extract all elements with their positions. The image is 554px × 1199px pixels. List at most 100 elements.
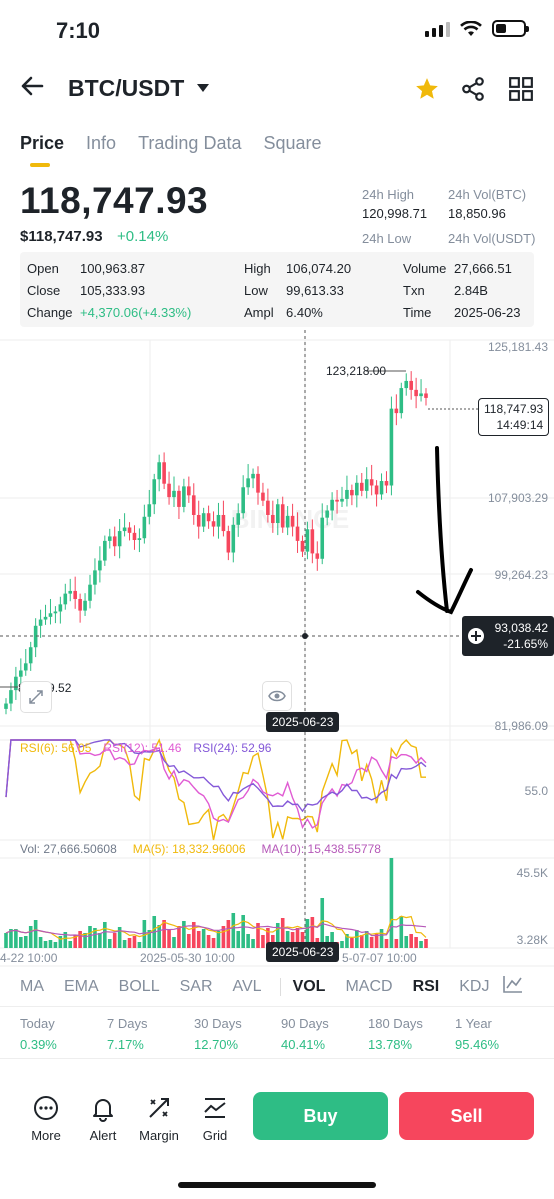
pair-title[interactable]: BTC/USDT bbox=[68, 75, 185, 101]
candle-body bbox=[58, 604, 63, 612]
volume-bar bbox=[201, 929, 206, 948]
volume-bar bbox=[117, 927, 122, 948]
margin-button[interactable]: Margin bbox=[131, 1094, 187, 1143]
more-button[interactable]: More bbox=[18, 1094, 74, 1143]
candlestick-chart[interactable]: BINANCE bbox=[0, 330, 554, 970]
candle-body bbox=[261, 492, 265, 501]
indicator-sar[interactable]: SAR bbox=[179, 977, 213, 995]
volume-bar bbox=[132, 936, 137, 948]
close-label: Close bbox=[27, 283, 61, 298]
volume-bar bbox=[103, 922, 107, 948]
more-icon bbox=[32, 1094, 60, 1122]
volume-bar bbox=[409, 934, 413, 948]
candle-body bbox=[201, 513, 206, 527]
tab-price[interactable]: Price bbox=[20, 133, 65, 167]
caret-down-icon[interactable] bbox=[196, 80, 210, 98]
indicator-boll[interactable]: BOLL bbox=[118, 977, 160, 995]
perf-30d-label: 30 Days bbox=[194, 1016, 242, 1031]
candle-body bbox=[399, 388, 404, 414]
candle-body bbox=[355, 482, 359, 496]
txn-value: 2.84B bbox=[454, 283, 488, 298]
alert-label: Alert bbox=[89, 1128, 117, 1143]
indicator-vol[interactable]: VOL bbox=[292, 977, 326, 995]
grid-button[interactable]: Grid bbox=[187, 1094, 243, 1143]
volume-bar bbox=[251, 939, 255, 948]
crosshair-price-tag[interactable]: 93,038.42 -21.65% bbox=[462, 616, 554, 656]
candle-body bbox=[206, 513, 211, 522]
volume-bar bbox=[280, 918, 285, 948]
volume-bar bbox=[157, 925, 161, 948]
candle-body bbox=[107, 536, 112, 541]
candle-body bbox=[389, 408, 394, 486]
rsi24-label: RSI(24): 52.96 bbox=[193, 741, 272, 755]
high-label: High bbox=[244, 261, 271, 276]
volume-bar bbox=[142, 920, 147, 948]
tab-square[interactable]: Square bbox=[263, 133, 322, 153]
perf-7d: 7 Days 7.17% bbox=[107, 1016, 147, 1052]
indicator-rsi[interactable]: RSI bbox=[412, 977, 440, 995]
indicator-macd[interactable]: MACD bbox=[345, 977, 393, 995]
volume-bar bbox=[78, 931, 82, 948]
candle-body bbox=[305, 529, 310, 552]
volume-bar bbox=[424, 939, 428, 948]
time-label: Time bbox=[403, 305, 432, 320]
candle-body bbox=[23, 663, 28, 671]
volume-bar bbox=[28, 926, 33, 948]
grid-layout-icon[interactable] bbox=[508, 76, 534, 107]
candle-body bbox=[285, 515, 290, 528]
vol-btc-value: 18,850.96 bbox=[448, 206, 506, 221]
tab-trading-data[interactable]: Trading Data bbox=[138, 133, 242, 153]
candle-body bbox=[345, 489, 349, 499]
back-arrow-icon[interactable] bbox=[18, 72, 46, 106]
volume-bar bbox=[419, 941, 423, 948]
perf-1y: 1 Year 95.46% bbox=[455, 1016, 499, 1052]
indicator-settings-icon[interactable] bbox=[503, 975, 523, 998]
eye-icon[interactable] bbox=[262, 681, 292, 711]
sell-button[interactable]: Sell bbox=[399, 1092, 534, 1140]
txn-label: Txn bbox=[403, 283, 425, 298]
volume-bar bbox=[187, 934, 191, 948]
star-icon[interactable] bbox=[414, 76, 440, 107]
more-label: More bbox=[31, 1128, 61, 1143]
date-axis-3: 5-07-07 10:00 bbox=[342, 951, 417, 965]
volume-bar bbox=[414, 937, 418, 948]
indicator-kdj[interactable]: KDJ bbox=[459, 977, 490, 995]
volume-bar bbox=[4, 933, 8, 948]
date-axis-1: 4-22 10:00 bbox=[0, 951, 58, 965]
volume-bar bbox=[364, 931, 369, 948]
tab-info[interactable]: Info bbox=[86, 133, 117, 153]
usd-price: $118,747.93 bbox=[20, 228, 103, 245]
status-time: 7:10 bbox=[56, 18, 101, 43]
volume-bar bbox=[221, 926, 226, 948]
candle-body bbox=[117, 531, 122, 547]
volume-bar bbox=[399, 916, 404, 948]
candle-body bbox=[379, 481, 384, 495]
plus-circle-icon[interactable] bbox=[465, 625, 487, 647]
perf-180d: 180 Days 13.78% bbox=[368, 1016, 423, 1052]
volume-bar bbox=[310, 917, 315, 948]
expand-chart-icon[interactable] bbox=[20, 681, 52, 713]
candle-body bbox=[325, 510, 329, 518]
indicator-avl[interactable]: AVL bbox=[232, 977, 262, 995]
indicator-tabs: MA EMA BOLL SAR AVL VOL MACD RSI KDJ bbox=[0, 975, 554, 998]
volume-bar bbox=[83, 933, 87, 948]
low-24h-label: 24h Low bbox=[362, 231, 412, 246]
rsi-line bbox=[5, 738, 426, 841]
indicator-ma[interactable]: MA bbox=[20, 977, 44, 995]
indicator-ema[interactable]: EMA bbox=[64, 977, 99, 995]
perf-1y-value: 95.46% bbox=[455, 1037, 500, 1052]
alert-button[interactable]: Alert bbox=[75, 1094, 131, 1143]
volume-bar bbox=[355, 930, 359, 948]
vol-ma5-label: MA(5): 18,332.96006 bbox=[132, 842, 246, 856]
volume-bar bbox=[271, 935, 275, 948]
candle-body bbox=[68, 590, 73, 594]
candle-body bbox=[320, 517, 325, 559]
candle-body bbox=[236, 513, 241, 525]
share-icon[interactable] bbox=[460, 76, 486, 107]
volume-bar bbox=[295, 928, 300, 948]
candle-body bbox=[414, 389, 418, 397]
buy-button[interactable]: Buy bbox=[253, 1092, 388, 1140]
candle-body bbox=[315, 553, 320, 559]
volume-bar bbox=[206, 935, 211, 948]
ampl-label: Ampl bbox=[244, 305, 274, 320]
